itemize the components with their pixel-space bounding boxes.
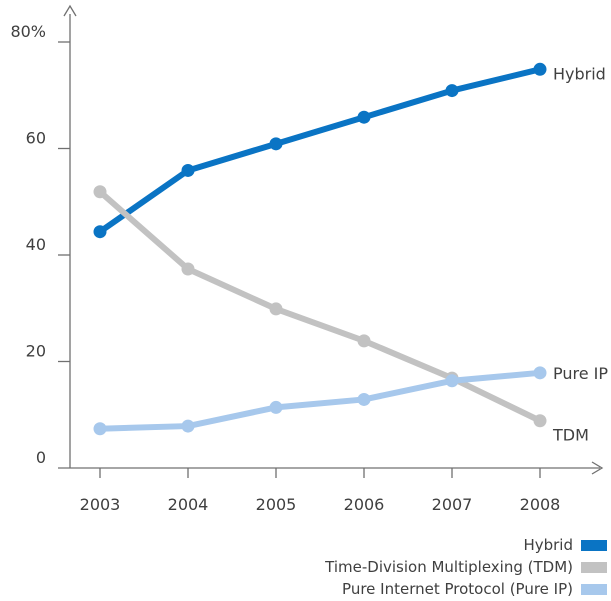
legend-swatch-pureip <box>581 583 607 595</box>
y-tick-label-0: 0 <box>36 448 46 467</box>
y-tick-label-60: 60 <box>26 129 46 148</box>
point-hybrid-2007 <box>445 84 459 98</box>
y-tick-label-20: 20 <box>26 342 46 361</box>
point-hybrid-2005 <box>269 137 283 151</box>
legend-label-hybrid: Hybrid <box>523 536 573 554</box>
legend-item-tdm: Time-Division Multiplexing (TDM) <box>187 556 607 578</box>
series-layer <box>93 62 547 436</box>
point-hybrid-2003 <box>93 225 107 239</box>
x-tick-label-2008: 2008 <box>520 495 561 514</box>
x-tick-label-2007: 2007 <box>432 495 473 514</box>
point-tdm-2005 <box>269 302 283 316</box>
series-line-tdm <box>97 188 543 424</box>
series-end-label-tdm: TDM <box>552 426 589 445</box>
y-tick-label-80: 80% <box>10 22 46 41</box>
point-hybrid-2004 <box>181 163 195 177</box>
point-tdm-2008 <box>533 414 547 428</box>
x-tick-label-2004: 2004 <box>168 495 209 514</box>
line-chart: 80% 60 40 20 0 2003 2004 2005 2006 2007 2008 Hybri… <box>10 4 608 514</box>
series-line-pureip <box>97 369 543 432</box>
y-tick-label-40: 40 <box>26 235 46 254</box>
point-tdm-2004 <box>181 262 195 276</box>
axes: 80% 60 40 20 0 2003 2004 2005 2006 2007 2008 <box>10 4 604 514</box>
legend-label-pureip: Pure Internet Protocol (Pure IP) <box>342 580 573 598</box>
point-pureip-2003 <box>93 422 107 436</box>
label-layer: Hybrid TDM Pure IP <box>552 64 608 444</box>
legend-label-tdm: Time-Division Multiplexing (TDM) <box>325 558 573 576</box>
point-hybrid-2008 <box>533 62 547 76</box>
x-tick-label-2006: 2006 <box>344 495 385 514</box>
point-hybrid-2006 <box>357 110 371 124</box>
point-pureip-2004 <box>181 419 195 433</box>
point-pureip-2007 <box>445 374 459 388</box>
x-tick-label-2005: 2005 <box>256 495 297 514</box>
legend-swatch-hybrid <box>581 539 607 551</box>
series-line-hybrid <box>97 66 543 235</box>
point-tdm-2006 <box>357 334 371 348</box>
point-pureip-2008 <box>533 366 547 380</box>
point-pureip-2005 <box>269 400 283 414</box>
point-tdm-2003 <box>93 185 107 199</box>
x-axis-arrow <box>591 461 604 475</box>
series-end-label-hybrid: Hybrid <box>553 64 606 83</box>
legend: Hybrid Time-Division Multiplexing (TDM) … <box>187 534 607 600</box>
legend-item-hybrid: Hybrid <box>187 534 607 556</box>
series-end-label-pureip: Pure IP <box>553 364 608 383</box>
legend-swatch-tdm <box>581 561 607 573</box>
legend-item-pureip: Pure Internet Protocol (Pure IP) <box>187 578 607 600</box>
x-tick-label-2003: 2003 <box>80 495 121 514</box>
y-axis-arrow <box>63 4 77 17</box>
point-pureip-2006 <box>357 392 371 406</box>
